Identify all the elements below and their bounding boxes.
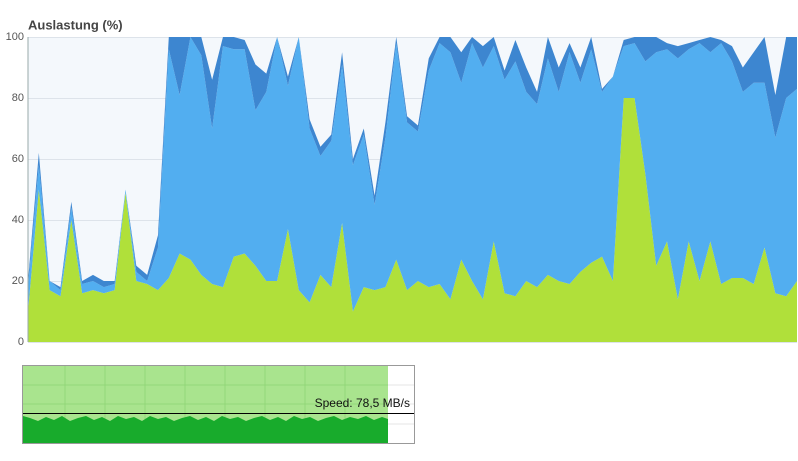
y-tick-label: 60 — [12, 153, 24, 165]
area-series — [28, 37, 797, 312]
speed-graph: Speed: 78,5 MB/s — [22, 365, 415, 444]
area-series — [28, 98, 797, 342]
y-tick-label: 0 — [18, 336, 24, 348]
chart-title: Auslastung (%) — [28, 17, 123, 32]
y-tick-label: 80 — [12, 92, 24, 104]
y-tick-label: 20 — [12, 275, 24, 287]
y-tick-label: 100 — [6, 31, 24, 43]
speed-wave — [23, 416, 388, 443]
speed-label: Speed: 78,5 MB/s — [315, 396, 410, 410]
speed-grid-rest — [388, 384, 414, 425]
y-tick-label: 40 — [12, 214, 24, 226]
